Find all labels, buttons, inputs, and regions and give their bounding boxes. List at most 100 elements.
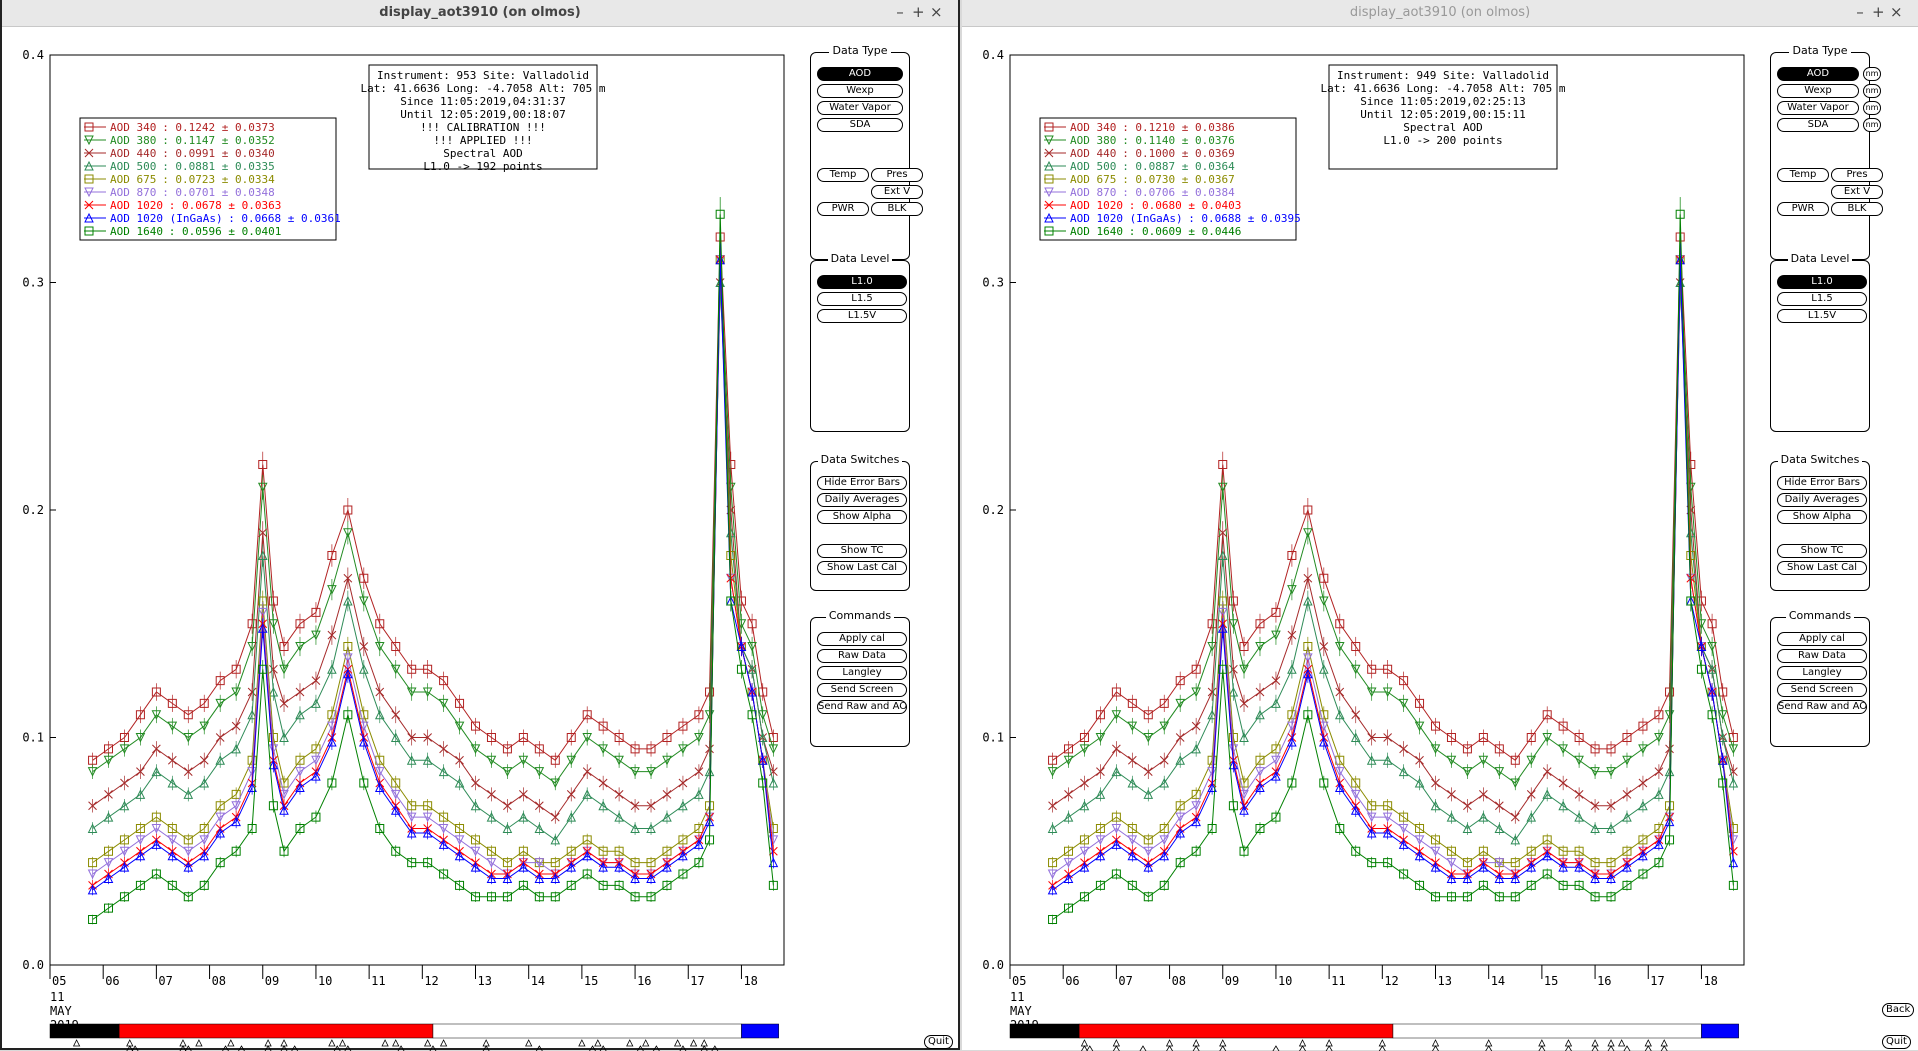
data-point: [1351, 710, 1361, 720]
legend-label: AOD 1020 (InGaAs): [110, 212, 223, 225]
data-point: [423, 858, 433, 868]
l1-5v-button[interactable]: L1.5V: [817, 309, 907, 323]
maximize-button[interactable]: +: [912, 3, 931, 21]
nm-button[interactable]: nm: [1863, 118, 1881, 132]
data-point: [1303, 710, 1313, 720]
l1-5-button[interactable]: L1.5: [817, 292, 907, 306]
send-screen-button[interactable]: Send Screen: [817, 683, 907, 697]
show-alpha-button[interactable]: Show Alpha: [1777, 510, 1867, 524]
data-point: [1414, 777, 1425, 788]
data-point: [1175, 733, 1185, 742]
quit-button[interactable]: Quit: [1882, 1035, 1911, 1049]
data-point: [1526, 790, 1536, 799]
pres-button[interactable]: Pres: [1831, 168, 1883, 182]
minimize-button[interactable]: –: [896, 3, 910, 21]
info-line: Spectral AOD: [1403, 121, 1482, 134]
aod-button[interactable]: AOD: [1777, 67, 1859, 81]
send-raw-and-aod-button[interactable]: Send Raw and AOD: [817, 700, 907, 714]
close-button[interactable]: ×: [1890, 3, 1909, 21]
blk-button[interactable]: BLK: [871, 202, 923, 216]
close-button[interactable]: ×: [930, 3, 949, 21]
raw-data-button[interactable]: Raw Data: [1777, 649, 1867, 663]
water-vapor-button[interactable]: Water Vapor: [817, 101, 903, 115]
pres-button[interactable]: Pres: [871, 168, 923, 182]
l1-0-button[interactable]: L1.0: [817, 275, 907, 289]
send-screen-button[interactable]: Send Screen: [1777, 683, 1867, 697]
x-tick-label: 17: [690, 974, 704, 988]
data-point: [1287, 664, 1297, 674]
send-raw-and-aod-button[interactable]: Send Raw and AOD: [1777, 700, 1867, 714]
hide-error-bars-button[interactable]: Hide Error Bars: [1777, 476, 1867, 490]
data-point: [1383, 801, 1393, 811]
sda-button[interactable]: SDA: [817, 118, 903, 132]
data-point: [1606, 823, 1616, 833]
aod-button[interactable]: AOD: [817, 67, 903, 81]
maximize-button[interactable]: +: [1872, 3, 1891, 21]
data-point: [257, 623, 268, 633]
wexp-button[interactable]: Wexp: [1777, 84, 1859, 98]
nm-button[interactable]: nm: [1863, 84, 1881, 98]
data-point: [1207, 782, 1217, 793]
data-point: [258, 528, 268, 538]
show-last-cal-button[interactable]: Show Last Cal: [1777, 561, 1867, 575]
legend-marker: [84, 187, 94, 198]
ext-v-button[interactable]: Ext V: [1831, 185, 1883, 199]
y-tick-label: 0.4: [982, 48, 1004, 62]
data-point: [454, 777, 465, 788]
data-point: [1255, 619, 1265, 629]
data-point: [359, 778, 369, 788]
data-point: [343, 528, 353, 538]
nm-button[interactable]: nm: [1863, 101, 1881, 115]
data-point: [391, 846, 401, 856]
show-last-cal-button[interactable]: Show Last Cal: [817, 561, 907, 575]
minimize-button[interactable]: –: [1856, 3, 1870, 21]
data-point: [519, 790, 528, 799]
ext-v-button[interactable]: Ext V: [871, 185, 923, 199]
data-point: [1606, 744, 1616, 754]
temp-button[interactable]: Temp: [1777, 168, 1829, 182]
quit-button[interactable]: Quit: [924, 1035, 953, 1049]
data-point: [103, 873, 114, 884]
show-tc-button[interactable]: Show TC: [1777, 544, 1867, 558]
event-marker: [1192, 1045, 1200, 1051]
data-point: [1463, 801, 1472, 811]
show-alpha-button[interactable]: Show Alpha: [817, 510, 907, 524]
data-point: [1111, 869, 1121, 879]
langley-button[interactable]: Langley: [1777, 666, 1867, 680]
wexp-button[interactable]: Wexp: [817, 84, 903, 98]
data-point: [678, 744, 688, 754]
pwr-button[interactable]: PWR: [1777, 202, 1829, 216]
l1-0-button[interactable]: L1.0: [1777, 275, 1867, 289]
nm-button[interactable]: nm: [1863, 67, 1881, 81]
title-bar[interactable]: display_aot3910 (on olmos) – +×: [2, 0, 958, 27]
title-bar[interactable]: display_aot3910 (on olmos) – +×: [962, 0, 1918, 27]
langley-button[interactable]: Langley: [817, 666, 907, 680]
temp-button[interactable]: Temp: [817, 168, 869, 182]
data-point: [1191, 846, 1201, 856]
event-marker: [652, 1045, 660, 1051]
data-point: [1654, 789, 1664, 799]
apply-cal-button[interactable]: Apply cal: [1777, 632, 1867, 646]
data-point: [1462, 767, 1473, 777]
data-point: [502, 858, 512, 868]
l1-5-button[interactable]: L1.5: [1777, 292, 1867, 306]
data-type-panel: Data Type AOD Wexp Water Vapor SDA Temp Pres Ex…: [810, 44, 923, 260]
data-point: [1382, 827, 1393, 838]
data-point: [268, 596, 278, 606]
apply-cal-button[interactable]: Apply cal: [817, 632, 907, 646]
data-point: [391, 710, 401, 720]
show-tc-button[interactable]: Show TC: [817, 544, 907, 558]
sda-button[interactable]: SDA: [1777, 118, 1859, 132]
blk-button[interactable]: BLK: [1831, 202, 1883, 216]
hide-error-bars-button[interactable]: Hide Error Bars: [817, 476, 907, 490]
l1-5v-button[interactable]: L1.5V: [1777, 309, 1867, 323]
data-point: [199, 755, 209, 765]
back-button[interactable]: Back: [1882, 1003, 1915, 1017]
data-point: [1686, 551, 1696, 560]
raw-data-button[interactable]: Raw Data: [817, 649, 907, 663]
daily-averages-button[interactable]: Daily Averages: [817, 493, 907, 507]
water-vapor-button[interactable]: Water Vapor: [1777, 101, 1859, 115]
daily-averages-button[interactable]: Daily Averages: [1777, 493, 1867, 507]
data-point: [1143, 846, 1154, 857]
pwr-button[interactable]: PWR: [817, 202, 869, 216]
